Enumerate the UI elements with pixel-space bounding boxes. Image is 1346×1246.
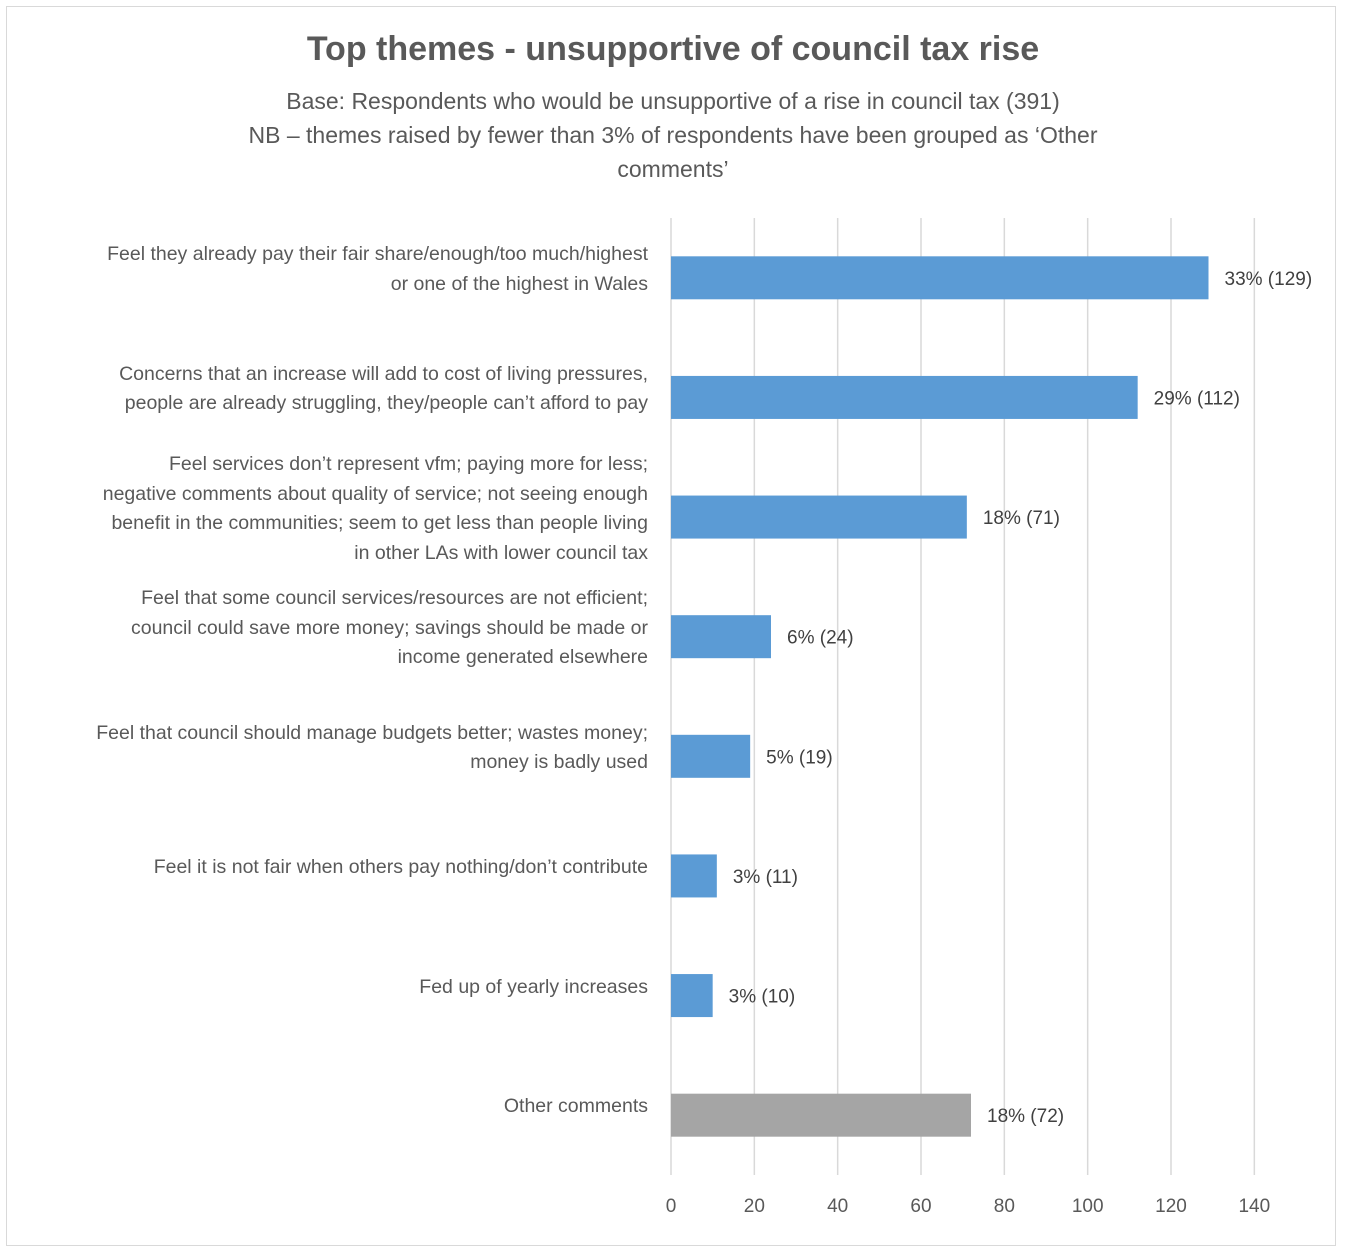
subtitle-line: NB – themes raised by fewer than 3% of r… <box>248 122 1098 148</box>
bar <box>671 1093 972 1137</box>
category-label-line: Other comments <box>503 1095 648 1118</box>
category-label-line: Concerns that an increase will add to co… <box>119 362 648 385</box>
category-label-line: Feel they already pay their fair share/e… <box>107 243 648 266</box>
subtitle-line: Base: Respondents who would be unsupport… <box>286 88 1060 114</box>
category-label-line: Fed up of yearly increases <box>419 975 648 998</box>
category-label-line: Feel services don’t represent vfm; payin… <box>168 453 648 476</box>
data-label: 5% (19) <box>766 747 833 768</box>
category-label-line: money is badly used <box>470 751 648 774</box>
category-label: Fed up of yearly increases <box>10 973 648 1003</box>
data-label: 29% (112) <box>1154 388 1240 409</box>
x-tick-label: 140 <box>1238 1196 1270 1217</box>
category-label: Feel that some council services/resource… <box>10 584 648 673</box>
data-label: 3% (10) <box>729 987 796 1008</box>
bar <box>671 974 713 1018</box>
bar <box>671 615 772 659</box>
category-label-line: people are already struggling, they/peop… <box>124 392 648 415</box>
bar <box>671 375 1138 419</box>
bar <box>671 854 717 898</box>
category-label: Concerns that an increase will add to co… <box>10 360 648 419</box>
data-label: 3% (11) <box>733 867 798 888</box>
chart-subtitle: Base: Respondents who would be unsupport… <box>170 84 1176 186</box>
x-tick-label: 60 <box>910 1196 931 1217</box>
category-label-line: negative comments about quality of servi… <box>102 482 648 505</box>
category-label-line: Feel it is not fair when others pay noth… <box>153 856 648 879</box>
subtitle-line: comments’ <box>617 156 729 182</box>
chart-title: Top themes - unsupportive of council tax… <box>306 30 1040 68</box>
data-label: 18% (71) <box>983 508 1060 529</box>
category-label: Feel they already pay their fair share/e… <box>10 240 648 299</box>
bar <box>671 495 967 539</box>
x-tick-label: 20 <box>744 1196 765 1217</box>
category-label-line: benefit in the communities; seem to get … <box>111 512 648 535</box>
category-label-line: in other LAs with lower council tax <box>354 541 648 564</box>
category-label: Other comments <box>10 1092 648 1122</box>
category-label-line: or one of the highest in Wales <box>390 272 648 295</box>
category-label-line: Feel that council should manage budgets … <box>96 721 648 744</box>
data-label: 6% (24) <box>787 628 854 649</box>
x-tick-label: 100 <box>1072 1196 1104 1217</box>
x-tick-label: 40 <box>827 1196 848 1217</box>
category-label-line: council could save more money; savings s… <box>130 616 648 639</box>
x-tick-label: 120 <box>1155 1196 1187 1217</box>
category-label-line: income generated elsewhere <box>397 646 648 669</box>
category-label-line: Feel that some council services/resource… <box>141 587 648 610</box>
category-label: Feel it is not fair when others pay noth… <box>10 853 648 883</box>
data-label: 18% (72) <box>987 1106 1064 1127</box>
category-label: Feel services don’t represent vfm; payin… <box>10 450 648 568</box>
category-label: Feel that council should manage budgets … <box>10 719 648 778</box>
bar <box>671 256 1209 300</box>
x-tick-label: 80 <box>994 1196 1015 1217</box>
data-label: 33% (129) <box>1225 269 1313 290</box>
x-tick-label: 0 <box>666 1196 677 1217</box>
bar <box>671 734 751 778</box>
